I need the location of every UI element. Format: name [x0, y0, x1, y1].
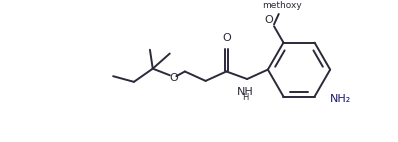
Text: O: O — [222, 33, 231, 43]
Text: O: O — [264, 15, 273, 25]
Text: methoxy: methoxy — [262, 1, 301, 10]
Text: H: H — [242, 93, 248, 102]
Text: O: O — [169, 73, 178, 83]
Text: NH: NH — [237, 87, 254, 97]
Text: NH₂: NH₂ — [330, 94, 351, 104]
